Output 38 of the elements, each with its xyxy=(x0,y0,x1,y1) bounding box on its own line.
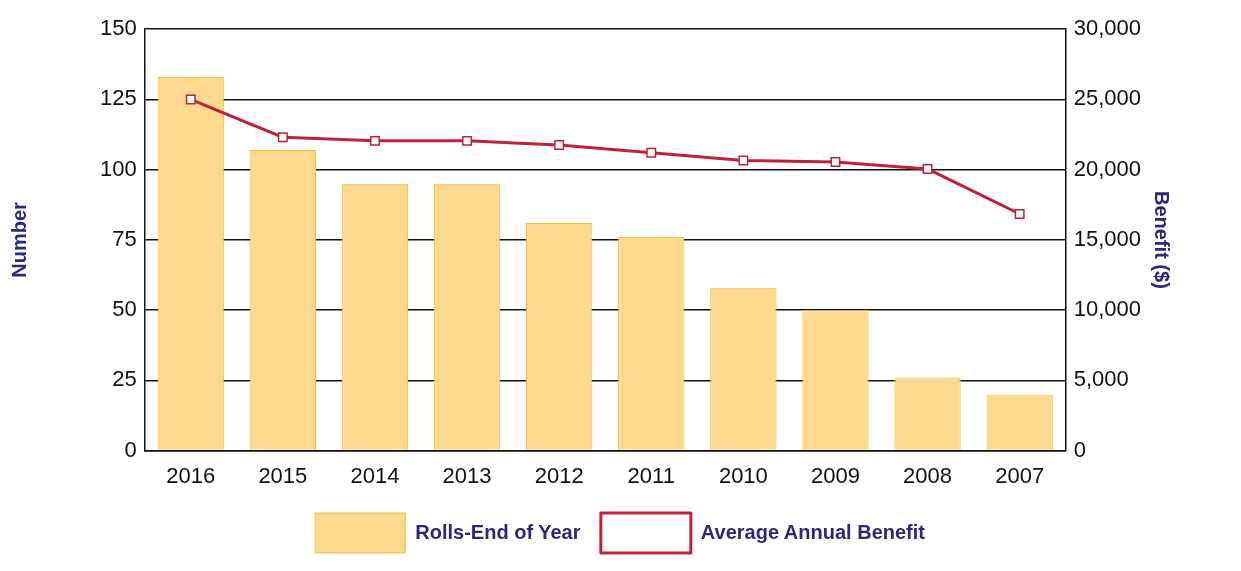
y2-tick-label: 20,000 xyxy=(1073,155,1142,181)
point xyxy=(185,94,196,105)
y-tick-label: 25 xyxy=(112,366,137,392)
x-tick-label: 2010 xyxy=(718,462,768,488)
x-tick-label: 2013 xyxy=(442,462,492,488)
point xyxy=(369,135,380,146)
x-tick-label: 2011 xyxy=(627,462,675,488)
y2-tick-label: 15,000 xyxy=(1073,225,1142,251)
point xyxy=(738,155,749,166)
point xyxy=(462,135,473,146)
y-tick-label: 150 xyxy=(99,15,137,41)
point xyxy=(277,132,288,143)
x-tick-label: 2014 xyxy=(350,462,400,488)
y2-axis-title: Benefit ($) xyxy=(1151,191,1174,289)
x-tick-label: 2015 xyxy=(258,462,308,488)
y-tick-label: 125 xyxy=(99,85,137,111)
point xyxy=(646,147,657,158)
x-tick-label: 2016 xyxy=(166,462,216,488)
point xyxy=(830,156,841,167)
y2-tick-label: 30,000 xyxy=(1073,15,1142,41)
y-tick-label: 0 xyxy=(124,436,137,462)
y2-tick-label: 25,000 xyxy=(1073,85,1142,111)
y2-tick-label: 0 xyxy=(1073,436,1086,462)
y-axis-title: Number xyxy=(7,201,30,278)
x-tick-label: 2009 xyxy=(810,462,860,488)
point xyxy=(1014,208,1025,219)
y-tick-label: 100 xyxy=(99,155,137,181)
point xyxy=(554,140,565,151)
y2-tick-label: 10,000 xyxy=(1073,296,1142,322)
legend-label: Average Annual Benefit xyxy=(700,520,926,543)
x-tick-label: 2012 xyxy=(534,462,584,488)
x-tick-label: 2008 xyxy=(903,462,953,488)
y-tick-label: 75 xyxy=(112,225,137,251)
x-tick-label: 2007 xyxy=(995,462,1045,488)
legend-label: Rolls-End of Year xyxy=(415,520,581,543)
y-tick-label: 50 xyxy=(112,296,137,322)
y2-tick-label: 5,000 xyxy=(1073,366,1129,392)
point xyxy=(922,163,933,174)
